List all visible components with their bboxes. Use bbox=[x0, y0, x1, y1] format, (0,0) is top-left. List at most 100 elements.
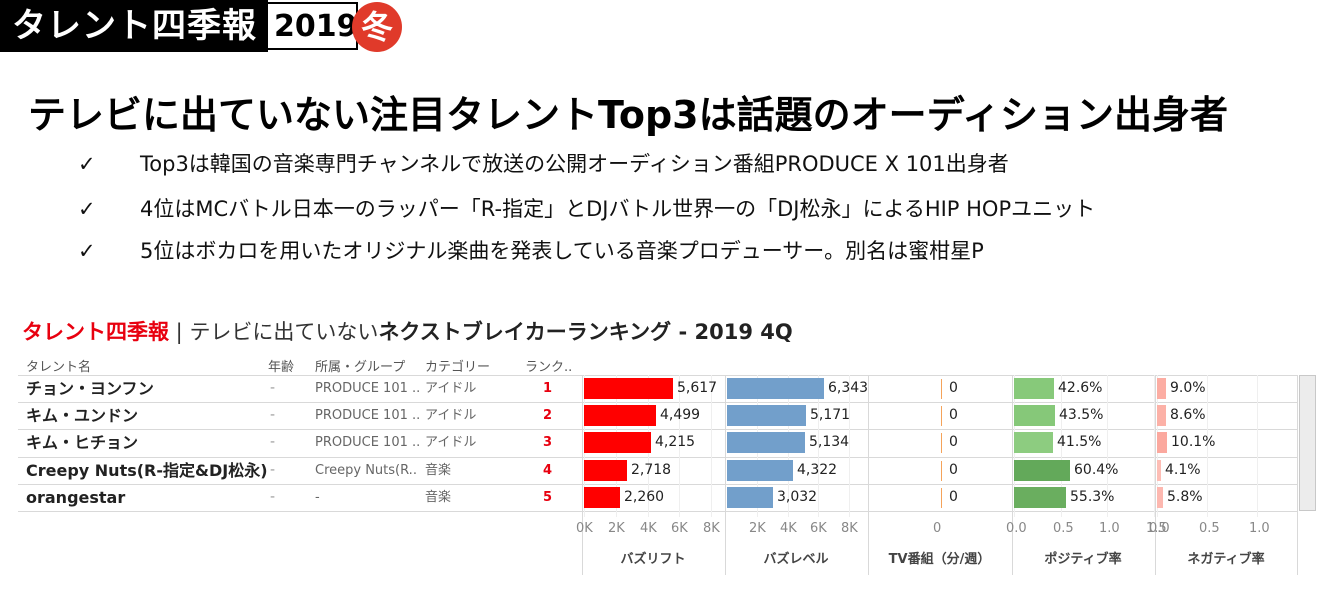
buzz-level-bar[interactable] bbox=[727, 378, 824, 399]
talent-rank: 3 bbox=[543, 435, 553, 450]
season-badge: 冬 bbox=[352, 2, 402, 52]
buzz-lift-value-label: 2,718 bbox=[631, 462, 672, 478]
axis-tick-label: 4K bbox=[780, 521, 797, 536]
negative-bar[interactable] bbox=[1157, 487, 1163, 508]
buzz-level-value-label: 5,134 bbox=[809, 434, 850, 450]
positive-value-label: 43.5% bbox=[1059, 407, 1104, 423]
header-rank[interactable]: ランク.. bbox=[525, 360, 573, 375]
talent-group: Creepy Nuts(R.. bbox=[315, 463, 417, 478]
negative-value-label: 10.1% bbox=[1171, 434, 1216, 450]
negative-value-label: 4.1% bbox=[1165, 462, 1201, 478]
buzz-level-value-label: 5,171 bbox=[810, 407, 851, 423]
tv-bar[interactable] bbox=[941, 379, 942, 399]
axis-tick-label: 4K bbox=[640, 521, 657, 536]
talent-name[interactable]: Creepy Nuts(R-指定&DJ松永) bbox=[26, 461, 268, 480]
negative-bar[interactable] bbox=[1157, 432, 1167, 453]
talent-group: PRODUCE 101 .. bbox=[315, 381, 421, 396]
tv-bar[interactable] bbox=[941, 406, 942, 426]
tv-value-label: 0 bbox=[949, 462, 958, 478]
panel-divider bbox=[1155, 375, 1156, 575]
axis-tick-label: 0K bbox=[576, 521, 593, 536]
negative-value-label: 8.6% bbox=[1170, 407, 1206, 423]
buzz-lift-bar[interactable] bbox=[584, 405, 656, 426]
talent-rank: 2 bbox=[543, 408, 553, 423]
positive-bar[interactable] bbox=[1014, 460, 1070, 481]
buzz-lift-bar[interactable] bbox=[584, 460, 627, 481]
axis-tick-label: 8K bbox=[841, 521, 858, 536]
tv-bar[interactable] bbox=[941, 461, 942, 481]
axis-tick-label: 0.0 bbox=[1006, 521, 1027, 536]
negative-bar[interactable] bbox=[1157, 460, 1161, 481]
bullet-text: Top3は韓国の音楽専門チャンネルで放送の公開オーディション番組PRODUCE … bbox=[140, 152, 1009, 176]
positive-bar[interactable] bbox=[1014, 405, 1055, 426]
axis-tick-label: 2K bbox=[749, 521, 766, 536]
axis-tick-label: 6K bbox=[671, 521, 688, 536]
tv-value-label: 0 bbox=[949, 407, 958, 423]
buzz-level-bar[interactable] bbox=[727, 432, 805, 453]
title-plain: テレビに出ていない bbox=[189, 320, 379, 344]
header-age[interactable]: 年齢 bbox=[268, 360, 295, 375]
row-divider bbox=[18, 375, 1298, 376]
header-name[interactable]: タレント名 bbox=[26, 360, 92, 375]
talent-age: - bbox=[270, 434, 276, 450]
buzz-level-value-label: 6,343 bbox=[828, 380, 869, 396]
panel-divider bbox=[868, 375, 869, 575]
gridline bbox=[849, 375, 850, 517]
tv-value-label: 0 bbox=[949, 489, 958, 505]
panel-divider bbox=[725, 375, 726, 575]
dashboard-brand: タレント四季報 bbox=[22, 320, 169, 344]
positive-value-label: 60.4% bbox=[1074, 462, 1119, 478]
bullet-item: ✓ 5位はボカロを用いたオリジナル楽曲を発表している音楽プロデューサー。別名は蜜柑… bbox=[78, 235, 984, 265]
check-icon: ✓ bbox=[78, 152, 96, 176]
positive-bar[interactable] bbox=[1014, 378, 1054, 399]
row-divider bbox=[18, 429, 1298, 430]
talent-age: - bbox=[270, 407, 276, 423]
check-icon: ✓ bbox=[78, 239, 96, 263]
talent-group: - bbox=[315, 490, 320, 505]
year-badge: 2019 bbox=[268, 2, 358, 50]
talent-rank: 1 bbox=[543, 381, 553, 396]
talent-category: 音楽 bbox=[425, 463, 452, 478]
buzz-level-bar[interactable] bbox=[727, 487, 773, 508]
row-divider bbox=[18, 484, 1298, 485]
positive-value-label: 55.3% bbox=[1070, 489, 1115, 505]
talent-name[interactable]: orangestar bbox=[26, 488, 126, 507]
axis-tick-label: 0.5 bbox=[1053, 521, 1074, 536]
header-group[interactable]: 所属・グループ bbox=[315, 360, 406, 375]
buzz-lift-value-label: 4,499 bbox=[660, 407, 701, 423]
tv-bar[interactable] bbox=[941, 488, 942, 508]
axis-title: バズリフト bbox=[620, 552, 686, 567]
tv-bar[interactable] bbox=[941, 433, 942, 453]
vertical-scrollbar[interactable] bbox=[1299, 375, 1316, 511]
talent-name[interactable]: チョン・ヨンフン bbox=[26, 379, 154, 398]
positive-bar[interactable] bbox=[1014, 432, 1053, 453]
positive-bar[interactable] bbox=[1014, 487, 1066, 508]
axis-title: ポジティブ率 bbox=[1044, 552, 1122, 567]
axis-title: TV番組（分/週） bbox=[888, 552, 991, 567]
negative-value-label: 9.0% bbox=[1170, 380, 1206, 396]
negative-bar[interactable] bbox=[1157, 378, 1166, 399]
buzz-lift-bar[interactable] bbox=[584, 378, 673, 399]
buzz-lift-bar[interactable] bbox=[584, 487, 620, 508]
axis-tick-label: 0.0 bbox=[1149, 521, 1170, 536]
row-divider bbox=[18, 457, 1298, 458]
negative-bar[interactable] bbox=[1157, 405, 1166, 426]
buzz-level-value-label: 4,322 bbox=[797, 462, 838, 478]
panel-divider bbox=[1297, 375, 1298, 575]
gridline bbox=[818, 375, 819, 517]
header-category[interactable]: カテゴリー bbox=[425, 360, 491, 375]
talent-name[interactable]: キム・ユンドン bbox=[26, 406, 139, 425]
talent-name[interactable]: キム・ヒチョン bbox=[26, 433, 139, 452]
tv-value-label: 0 bbox=[949, 434, 958, 450]
talent-age: - bbox=[270, 380, 276, 396]
gridline bbox=[1207, 375, 1208, 517]
talent-rank: 4 bbox=[543, 463, 553, 478]
row-divider bbox=[18, 511, 1298, 512]
gridline bbox=[679, 375, 680, 517]
buzz-level-bar[interactable] bbox=[727, 405, 806, 426]
axis-tick-label: 0 bbox=[933, 521, 942, 536]
buzz-level-bar[interactable] bbox=[727, 460, 793, 481]
buzz-lift-bar[interactable] bbox=[584, 432, 651, 453]
buzz-lift-value-label: 2,260 bbox=[624, 489, 665, 505]
gridline bbox=[1107, 375, 1108, 517]
